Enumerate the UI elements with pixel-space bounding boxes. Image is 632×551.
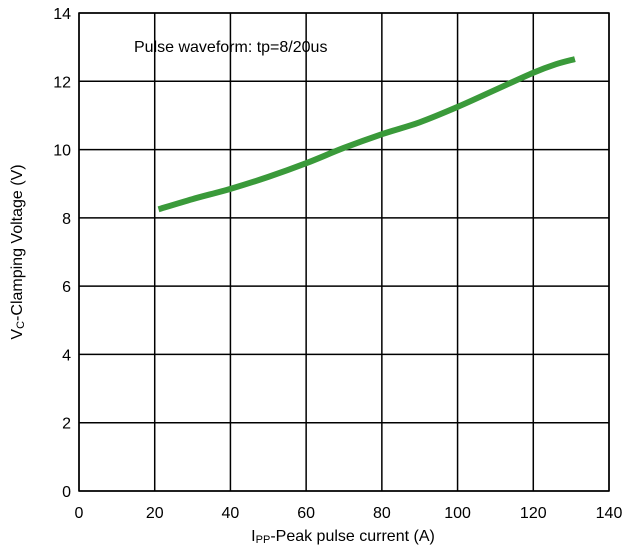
y-tick-label: 4 <box>62 347 71 364</box>
series-layer <box>157 56 576 213</box>
y-axis-title: VC-Clamping Voltage (V) <box>9 164 27 339</box>
x-axis-title-subscript: PP <box>256 534 271 546</box>
x-tick-label: 80 <box>373 505 391 522</box>
series-line-0 <box>157 56 576 213</box>
x-tick-label: 60 <box>297 505 315 522</box>
x-axis-title: IPP-Peak pulse current (A) <box>251 528 435 546</box>
x-axis-title-suffix: -Peak pulse current (A) <box>270 528 435 545</box>
x-tick-label: 100 <box>444 505 471 522</box>
y-tick-label: 6 <box>62 279 71 296</box>
x-axis-title-prefix: I <box>251 528 255 545</box>
y-axis-title-prefix: V <box>9 329 26 340</box>
y-axis-title-suffix: -Clamping Voltage (V) <box>9 164 26 321</box>
y-tick-label: 8 <box>62 211 71 228</box>
y-tick-label: 12 <box>53 74 71 91</box>
waveform-annotation: Pulse waveform: tp=8/20us <box>134 39 327 56</box>
x-tick-label: 120 <box>520 505 547 522</box>
grid <box>78 12 610 492</box>
y-axis-title-subscript: C <box>15 321 27 329</box>
y-tick-label: 10 <box>53 143 71 160</box>
tick-labels: 0 20 40 60 80 100 120 140 0 2 4 6 8 10 12 14 <box>53 6 622 522</box>
plot-frame <box>78 12 610 492</box>
x-tick-label: 0 <box>75 505 84 522</box>
x-tick-label: 140 <box>596 505 623 522</box>
y-tick-label: 14 <box>53 6 71 23</box>
x-tick-label: 40 <box>222 505 240 522</box>
y-tick-label: 2 <box>62 416 71 433</box>
y-tick-label: 0 <box>62 484 71 501</box>
x-tick-label: 20 <box>146 505 164 522</box>
